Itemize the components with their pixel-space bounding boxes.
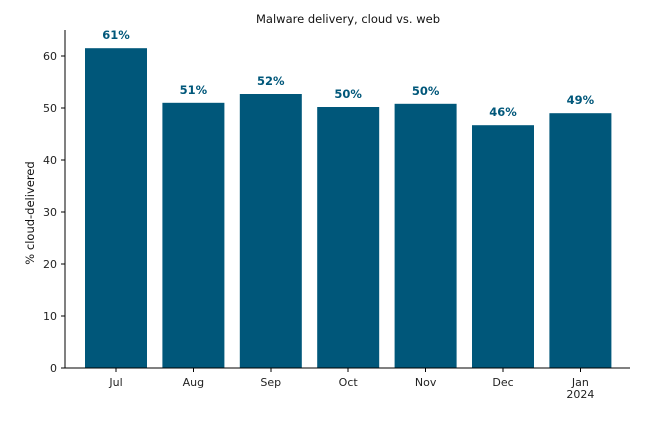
bar-1 [162, 102, 225, 369]
y-axis-label: % cloud-delivered [23, 161, 37, 264]
y-tick-label-1: 10 [43, 310, 57, 323]
data-label-1: 51% [180, 83, 208, 97]
bar-3 [317, 107, 380, 368]
y-tick-label-6: 60 [43, 50, 57, 63]
bar-4 [394, 103, 457, 369]
y-tick-label-5: 50 [43, 102, 57, 115]
bar-0 [85, 48, 147, 368]
x-tick-label-3: Oct [339, 376, 359, 389]
chart-title: Malware delivery, cloud vs. web [256, 12, 440, 26]
x-tick-label-1: Aug [183, 376, 204, 389]
x-tick-label-5: Dec [492, 376, 513, 389]
data-label-4: 50% [412, 84, 440, 98]
x-tick-label-4: Nov [415, 376, 437, 389]
data-label-3: 50% [334, 87, 362, 101]
y-tick-label-3: 30 [43, 206, 57, 219]
y-tick-label-2: 20 [43, 258, 57, 271]
bar-5 [472, 125, 534, 368]
x-tick-label-6: Jan 2024 [566, 376, 594, 401]
data-labels-layer: 61% 51% 52% 50% 50% 46% 49% [102, 28, 594, 119]
bar-6 [549, 113, 612, 368]
data-label-5: 46% [489, 105, 517, 119]
data-label-6: 49% [567, 93, 595, 107]
y-tick-label-0: 0 [50, 362, 57, 375]
x-tick-label-0: Jul [108, 376, 122, 389]
bars-layer [85, 48, 612, 369]
x-tick-label-2: Sep [260, 376, 281, 389]
y-tick-label-4: 40 [43, 154, 57, 167]
bar-2 [239, 94, 302, 368]
axes-layer: Jul Aug Sep Oct Nov Dec Jan 2024 0 10 20 30 40 50 60 [43, 30, 630, 401]
data-label-0: 61% [102, 28, 130, 42]
data-label-2: 52% [257, 74, 285, 88]
